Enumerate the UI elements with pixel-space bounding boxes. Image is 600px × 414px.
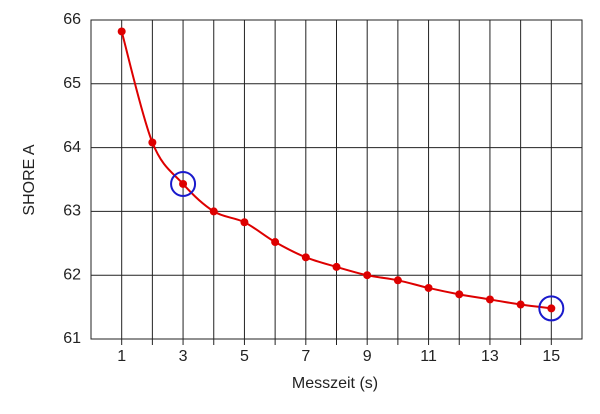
data-point bbox=[516, 300, 525, 309]
highlight-ring bbox=[170, 170, 197, 197]
data-point bbox=[148, 138, 157, 147]
data-point bbox=[485, 295, 494, 304]
x-tick-label: 13 bbox=[481, 348, 499, 365]
y-tick-label: 62 bbox=[63, 266, 81, 283]
data-point bbox=[455, 290, 464, 299]
y-tick-label: 66 bbox=[63, 11, 81, 28]
highlight-ring bbox=[538, 295, 565, 322]
x-tick-label: 7 bbox=[301, 348, 310, 365]
x-tick-label: 11 bbox=[420, 348, 437, 365]
y-tick-label: 64 bbox=[63, 139, 81, 156]
x-tick-label: 3 bbox=[179, 348, 188, 365]
y-tick-label: 63 bbox=[63, 203, 81, 220]
y-axis-label: SHORE A bbox=[21, 144, 38, 215]
data-point bbox=[332, 262, 341, 271]
data-point bbox=[301, 253, 310, 262]
data-point bbox=[271, 238, 280, 247]
x-tick-label: 5 bbox=[240, 348, 249, 365]
y-tick-label: 65 bbox=[63, 75, 81, 92]
y-tick-label: 61 bbox=[63, 330, 81, 347]
x-axis-label: Messzeit (s) bbox=[292, 375, 378, 392]
data-point bbox=[363, 271, 372, 280]
x-tick-label: 9 bbox=[363, 348, 372, 365]
x-tick-label: 1 bbox=[117, 348, 126, 365]
data-point bbox=[240, 218, 249, 227]
data-point bbox=[117, 27, 126, 36]
data-point bbox=[547, 304, 556, 313]
x-tick-label: 15 bbox=[542, 348, 560, 365]
data-point bbox=[209, 207, 218, 216]
data-point bbox=[424, 283, 433, 292]
data-point bbox=[393, 276, 402, 285]
data-point bbox=[179, 179, 188, 188]
